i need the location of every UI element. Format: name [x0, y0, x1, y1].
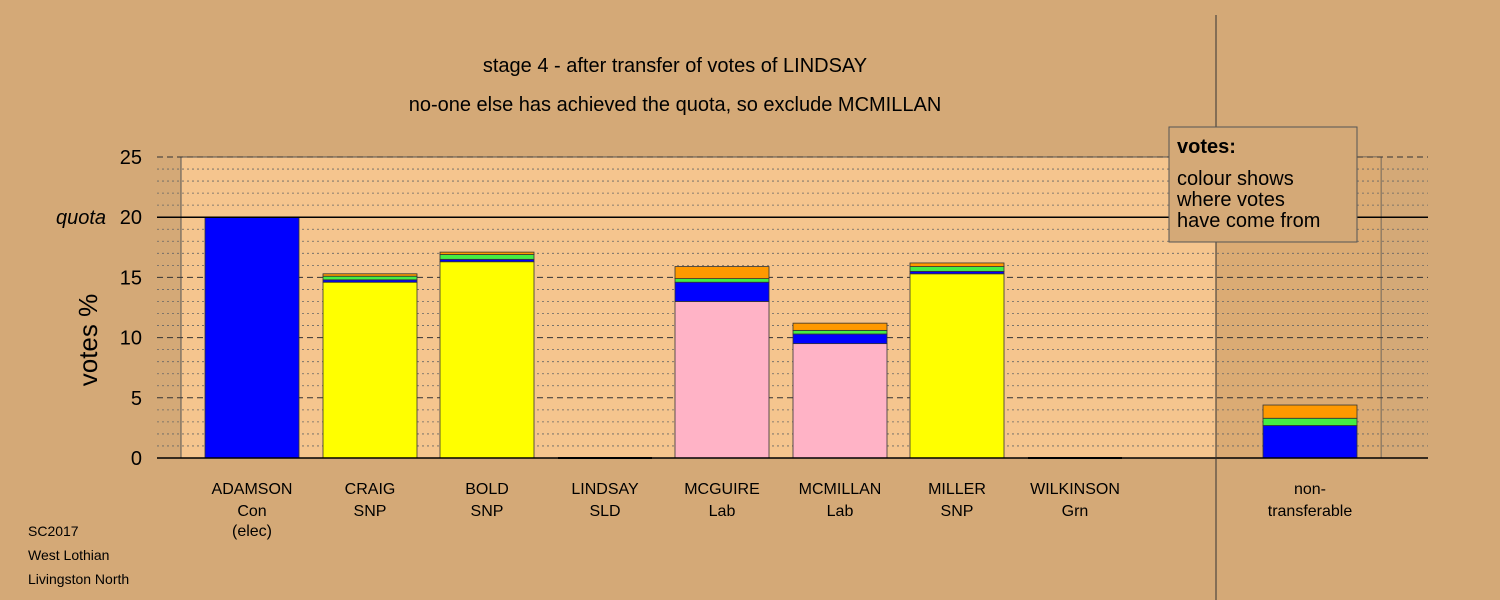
legend-line-3: have come from — [1177, 210, 1320, 232]
y-tick-label: 15 — [120, 267, 142, 289]
x-tick-label-name: MCMILLAN — [799, 481, 882, 498]
x-tick-label-name: MILLER — [928, 481, 986, 498]
bar-segment-mcmillan — [792, 322, 888, 331]
footer-line-3: Livingston North — [28, 571, 129, 587]
bars-layer — [204, 216, 1358, 459]
x-tick-label-name: CRAIG — [345, 481, 396, 498]
x-tick-label-note: (elec) — [232, 523, 272, 540]
bar-segment-mcmillan — [792, 329, 888, 335]
bar-segment-nontransferable — [1262, 417, 1358, 426]
legend-box — [1168, 126, 1358, 243]
bar-segment-bold — [439, 251, 535, 255]
x-tick-label-name: MCGUIRE — [684, 481, 760, 498]
y-tick-label: 0 — [131, 448, 142, 470]
x-tick-label-party: Con — [237, 503, 266, 520]
footer-line-1: SC2017 — [28, 523, 79, 539]
x-tick-label-party: SNP — [354, 503, 387, 520]
chart-subtitle: no-one else has achieved the quota, so e… — [409, 94, 942, 116]
bar-segment-adamson — [204, 216, 300, 459]
x-tick-label-party: Lab — [709, 503, 736, 520]
bar-segment-craig — [322, 281, 418, 459]
x-tick-label-name: WILKINSON — [1030, 481, 1120, 498]
bar-segment-mcmillan — [792, 333, 888, 345]
footer-line-2: West Lothian — [28, 547, 109, 563]
bar-segment-mcguire — [674, 266, 770, 280]
legend-title: votes: — [1177, 136, 1236, 158]
y-tick-label: 10 — [120, 328, 142, 350]
y-tick-label: 20 — [120, 207, 142, 229]
bar-segment-mcmillan — [792, 343, 888, 459]
legend: votes: colour shows where votes have com… — [1168, 126, 1358, 243]
x-tick-label-name: LINDSAY — [571, 481, 639, 498]
x-tick-label-party: Lab — [827, 503, 854, 520]
bar-segment-bold — [439, 261, 535, 459]
legend-line-2: where votes — [1176, 189, 1285, 211]
bar-segment-nontransferable — [1262, 404, 1358, 419]
x-tick-label-name: BOLD — [465, 481, 509, 498]
x-tick-label-nontransferable-2: transferable — [1268, 503, 1353, 520]
bar-segment-miller — [909, 262, 1005, 267]
x-tick-label-nontransferable-1: non- — [1294, 481, 1326, 498]
y-tick-label: 5 — [131, 388, 142, 410]
y-tick-label: 25 — [120, 147, 142, 169]
x-tick-label-party: SNP — [941, 503, 974, 520]
legend-line-1: colour shows — [1177, 168, 1294, 190]
bar-segment-nontransferable — [1262, 425, 1358, 459]
bar-segment-mcguire — [674, 281, 770, 302]
bar-segment-miller — [909, 273, 1005, 459]
x-tick-label-name: ADAMSON — [212, 481, 293, 498]
x-tick-label-party: Grn — [1062, 503, 1089, 520]
bar-segment-mcguire — [674, 278, 770, 283]
bar-segment-bold — [439, 254, 535, 260]
y-axis-label: votes % — [73, 294, 103, 387]
x-tick-label-party: SNP — [471, 503, 504, 520]
quota-label: quota — [56, 207, 106, 229]
bar-segment-mcguire — [674, 301, 770, 459]
chart-title: stage 4 - after transfer of votes of LIN… — [483, 55, 867, 77]
bar-segment-craig — [322, 275, 418, 281]
bar-segment-miller — [909, 266, 1005, 272]
x-tick-label-party: SLD — [589, 503, 620, 520]
bar-segment-craig — [322, 273, 418, 277]
